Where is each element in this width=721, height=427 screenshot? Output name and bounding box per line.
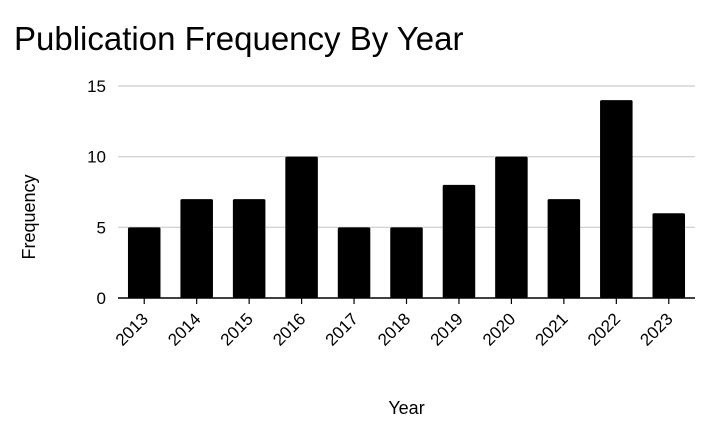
bar-2020 (495, 156, 528, 298)
bar-2014 (180, 199, 213, 298)
y-axis-label: Frequency (19, 174, 39, 259)
x-tick-label: 2013 (112, 309, 152, 349)
x-tick-label: 2023 (636, 309, 676, 349)
x-tick-label: 2018 (374, 309, 414, 349)
x-tick-label: 2014 (164, 309, 204, 349)
x-tick-label: 2021 (532, 309, 572, 349)
y-tick-label: 15 (87, 77, 106, 96)
bar-2013 (127, 227, 161, 298)
chart-title: Publication Frequency By Year (14, 20, 463, 57)
y-tick-label: 10 (87, 148, 106, 167)
x-tick-label: 2022 (584, 309, 624, 349)
bar-2017 (337, 227, 371, 298)
y-tick-label: 0 (97, 289, 106, 308)
bar-2022 (600, 100, 633, 298)
y-axis-ticks: 0 5 10 15 (87, 77, 106, 308)
bar-2019 (442, 184, 476, 298)
x-tick-label: 2016 (269, 309, 309, 349)
x-axis-label: Year (388, 398, 424, 418)
x-tick-label: 2020 (479, 309, 519, 349)
y-tick-label: 5 (97, 218, 106, 237)
x-axis-ticks: 2013 2014 2015 2016 2017 2018 2019 2020 2021 2022… (112, 298, 677, 350)
bars (127, 100, 686, 298)
bar-2021 (547, 199, 581, 298)
x-tick-label: 2017 (322, 309, 362, 349)
bar-2015 (232, 199, 266, 298)
bar-2018 (390, 227, 423, 298)
bar-2023 (652, 213, 686, 298)
x-tick-label: 2015 (217, 309, 257, 349)
bar-2016 (285, 156, 318, 298)
x-tick-label: 2019 (427, 309, 467, 349)
